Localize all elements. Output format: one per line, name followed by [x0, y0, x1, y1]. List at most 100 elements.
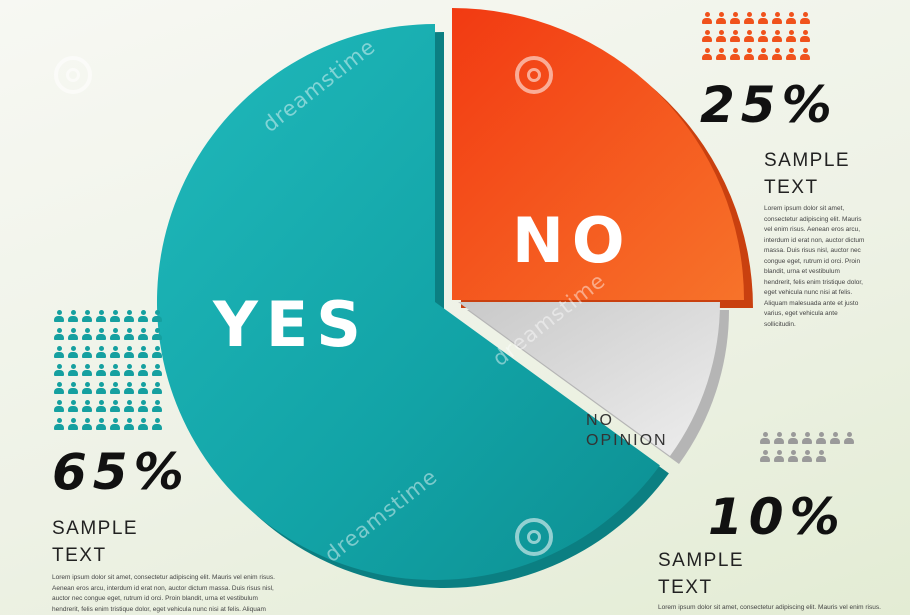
person-icon — [786, 30, 796, 42]
sample-title-no-line2: TEXT — [764, 177, 819, 198]
person-icon — [110, 346, 120, 358]
person-icon — [124, 400, 134, 412]
person-icon — [110, 382, 120, 394]
watermark-logo-icon — [54, 56, 92, 94]
person-icon — [716, 12, 726, 24]
person-icon — [124, 310, 134, 322]
person-icon — [758, 48, 768, 60]
sample-body-yes: Lorem ipsum dolor sit amet, consectetur … — [52, 574, 275, 613]
person-icon — [68, 364, 78, 376]
person-icon — [772, 48, 782, 60]
person-icon — [702, 12, 712, 24]
person-icon — [744, 30, 754, 42]
person-icon — [138, 328, 148, 340]
person-icon — [152, 328, 162, 340]
person-icon — [82, 346, 92, 358]
person-icon — [68, 310, 78, 322]
people-icons-yes — [54, 310, 162, 430]
person-icon — [124, 364, 134, 376]
sample-title-no-opinion-line2: TEXT — [658, 577, 713, 598]
person-icon — [82, 382, 92, 394]
person-icon — [54, 418, 64, 430]
person-icon — [124, 328, 134, 340]
person-icon — [68, 418, 78, 430]
person-icon — [82, 418, 92, 430]
sample-body-no-opinion: Lorem ipsum dolor sit amet, consectetur … — [658, 604, 881, 611]
person-icon — [716, 48, 726, 60]
people-icons-no-opinion — [760, 432, 854, 462]
person-icon — [68, 346, 78, 358]
person-icon — [788, 432, 798, 444]
person-icon — [760, 450, 770, 462]
percent-yes: 65% — [52, 443, 190, 501]
person-icon — [744, 48, 754, 60]
person-icon — [702, 48, 712, 60]
person-icon — [760, 432, 770, 444]
person-icon — [800, 48, 810, 60]
person-icon — [716, 30, 726, 42]
person-icon — [96, 328, 106, 340]
person-icon — [138, 346, 148, 358]
person-icon — [758, 30, 768, 42]
pie-slice-yes — [156, 24, 660, 580]
person-icon — [54, 346, 64, 358]
person-icon — [830, 432, 840, 444]
person-icon — [816, 432, 826, 444]
person-icon — [82, 364, 92, 376]
person-icon — [844, 432, 854, 444]
watermark-logo-icon — [515, 518, 553, 556]
person-icon — [68, 382, 78, 394]
person-icon — [152, 400, 162, 412]
person-icon — [138, 418, 148, 430]
sample-title-no-opinion-line1: SAMPLE — [658, 550, 745, 571]
pie-slice-no-opinion — [458, 302, 720, 456]
person-icon — [152, 364, 162, 376]
person-icon — [54, 382, 64, 394]
person-icon — [702, 30, 712, 42]
sample-title-yes-line2: TEXT — [52, 545, 107, 566]
person-icon — [786, 48, 796, 60]
person-icon — [772, 12, 782, 24]
person-icon — [152, 310, 162, 322]
person-icon — [82, 328, 92, 340]
sample-title-yes-line1: SAMPLE — [52, 518, 139, 539]
person-icon — [802, 450, 812, 462]
person-icon — [800, 12, 810, 24]
percent-no-opinion: 10% — [708, 488, 846, 546]
person-icon — [110, 364, 120, 376]
person-icon — [96, 400, 106, 412]
person-icon — [800, 30, 810, 42]
slice-label-no-opinion-line1: NO — [586, 412, 614, 429]
sample-title-yes: SAMPLE TEXT — [52, 515, 202, 569]
person-icon — [96, 382, 106, 394]
percent-no: 25% — [700, 76, 838, 134]
person-icon — [152, 382, 162, 394]
person-icon — [730, 48, 740, 60]
sample-title-no-line1: SAMPLE — [764, 150, 851, 171]
person-icon — [744, 12, 754, 24]
slice-label-no: NO — [512, 204, 633, 277]
person-icon — [110, 328, 120, 340]
sample-body-no: Lorem ipsum dolor sit amet, consectetur … — [764, 205, 865, 328]
sample-title-no-opinion: SAMPLE TEXT — [658, 547, 808, 601]
person-icon — [54, 310, 64, 322]
person-icon — [152, 346, 162, 358]
person-icon — [138, 310, 148, 322]
person-icon — [54, 364, 64, 376]
person-icon — [730, 12, 740, 24]
slice-label-no-opinion: NO OPINION — [586, 411, 668, 451]
person-icon — [152, 418, 162, 430]
person-icon — [124, 418, 134, 430]
person-icon — [82, 310, 92, 322]
sample-title-no: SAMPLE TEXT — [764, 147, 910, 201]
person-icon — [110, 418, 120, 430]
person-icon — [138, 400, 148, 412]
person-icon — [54, 400, 64, 412]
person-icon — [758, 12, 768, 24]
person-icon — [54, 328, 64, 340]
person-icon — [96, 346, 106, 358]
person-icon — [110, 310, 120, 322]
people-icons-no — [702, 12, 810, 60]
person-icon — [786, 12, 796, 24]
person-icon — [730, 30, 740, 42]
